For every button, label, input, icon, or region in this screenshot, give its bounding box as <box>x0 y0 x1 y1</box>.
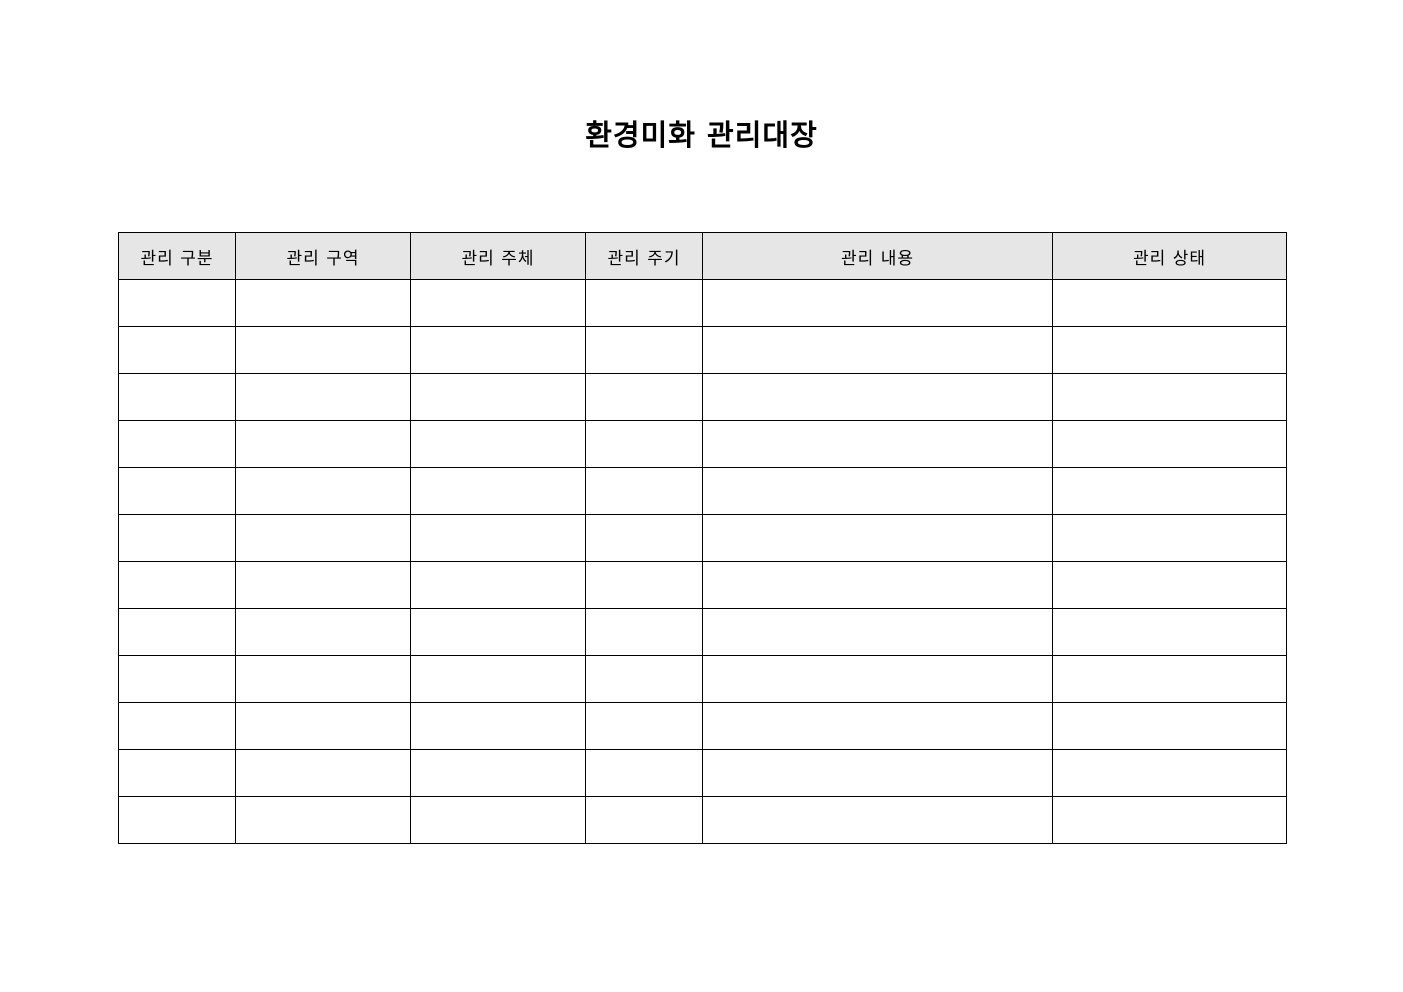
table-cell[interactable] <box>702 655 1053 703</box>
table-cell[interactable] <box>702 514 1053 562</box>
table-row <box>118 655 1287 703</box>
table-cell[interactable] <box>118 326 236 374</box>
table-cell[interactable] <box>118 373 236 421</box>
table-cell[interactable] <box>1052 326 1287 374</box>
document-title: 환경미화 관리대장 <box>585 118 818 152</box>
table-row <box>118 279 1287 327</box>
header-area: 관리 구역 <box>235 232 411 280</box>
table-cell[interactable] <box>410 514 586 562</box>
table-cell[interactable] <box>410 655 586 703</box>
table-cell[interactable] <box>702 373 1053 421</box>
table-cell[interactable] <box>410 467 586 515</box>
table-cell[interactable] <box>118 749 236 797</box>
table-cell[interactable] <box>410 326 586 374</box>
table-cell[interactable] <box>702 326 1053 374</box>
table-cell[interactable] <box>118 608 236 656</box>
table-row <box>118 467 1287 515</box>
header-status: 관리 상태 <box>1052 232 1287 280</box>
table-row <box>118 749 1287 797</box>
table-cell[interactable] <box>235 796 411 844</box>
table-cell[interactable] <box>118 279 236 327</box>
header-cycle: 관리 주기 <box>585 232 703 280</box>
table-row <box>118 514 1287 562</box>
table-cell[interactable] <box>235 279 411 327</box>
table-cell[interactable] <box>585 373 703 421</box>
table-cell[interactable] <box>702 608 1053 656</box>
table-cell[interactable] <box>235 467 411 515</box>
table-cell[interactable] <box>410 279 586 327</box>
table-cell[interactable] <box>235 749 411 797</box>
table-cell[interactable] <box>410 420 586 468</box>
table-row <box>118 608 1287 656</box>
table-cell[interactable] <box>1052 467 1287 515</box>
table-cell[interactable] <box>410 373 586 421</box>
table-cell[interactable] <box>235 514 411 562</box>
table-row <box>118 326 1287 374</box>
table-cell[interactable] <box>235 702 411 750</box>
table-cell[interactable] <box>235 373 411 421</box>
table-cell[interactable] <box>1052 702 1287 750</box>
table-cell[interactable] <box>585 702 703 750</box>
table-cell[interactable] <box>702 279 1053 327</box>
table-cell[interactable] <box>1052 561 1287 609</box>
table-cell[interactable] <box>585 420 703 468</box>
table-cell[interactable] <box>118 514 236 562</box>
table-cell[interactable] <box>118 420 236 468</box>
table-cell[interactable] <box>1052 655 1287 703</box>
table-cell[interactable] <box>118 702 236 750</box>
table-row <box>118 796 1287 844</box>
table-cell[interactable] <box>585 279 703 327</box>
table-row <box>118 702 1287 750</box>
table-cell[interactable] <box>585 467 703 515</box>
table-cell[interactable] <box>235 655 411 703</box>
table-cell[interactable] <box>585 749 703 797</box>
table-cell[interactable] <box>702 702 1053 750</box>
table-row <box>118 373 1287 421</box>
table-cell[interactable] <box>585 514 703 562</box>
table-cell[interactable] <box>410 749 586 797</box>
table-cell[interactable] <box>235 420 411 468</box>
table-cell[interactable] <box>702 561 1053 609</box>
table-cell[interactable] <box>118 561 236 609</box>
table-cell[interactable] <box>1052 279 1287 327</box>
table-cell[interactable] <box>1052 420 1287 468</box>
table-row <box>118 561 1287 609</box>
table-cell[interactable] <box>1052 373 1287 421</box>
table-cell[interactable] <box>235 326 411 374</box>
table-row <box>118 420 1287 468</box>
table-cell[interactable] <box>235 608 411 656</box>
header-row: 관리 구분 관리 구역 관리 주체 관리 주기 관리 내용 관리 상태 <box>118 232 1287 280</box>
table-cell[interactable] <box>410 608 586 656</box>
table-cell[interactable] <box>1052 514 1287 562</box>
table-cell[interactable] <box>1052 608 1287 656</box>
table-cell[interactable] <box>702 420 1053 468</box>
table-cell[interactable] <box>410 796 586 844</box>
management-ledger-table: 관리 구분 관리 구역 관리 주체 관리 주기 관리 내용 관리 상태 <box>118 232 1287 844</box>
table-cell[interactable] <box>585 608 703 656</box>
table-cell[interactable] <box>702 749 1053 797</box>
header-content: 관리 내용 <box>702 232 1053 280</box>
table-cell[interactable] <box>410 561 586 609</box>
table-cell[interactable] <box>118 655 236 703</box>
table-cell[interactable] <box>585 561 703 609</box>
table-cell[interactable] <box>410 702 586 750</box>
table-cell[interactable] <box>118 467 236 515</box>
table-cell[interactable] <box>702 467 1053 515</box>
table-cell[interactable] <box>585 796 703 844</box>
table-cell[interactable] <box>1052 796 1287 844</box>
header-category: 관리 구분 <box>118 232 236 280</box>
table-cell[interactable] <box>585 326 703 374</box>
table-cell[interactable] <box>1052 749 1287 797</box>
table-cell[interactable] <box>118 796 236 844</box>
header-manager: 관리 주체 <box>410 232 586 280</box>
table-cell[interactable] <box>585 655 703 703</box>
table-cell[interactable] <box>702 796 1053 844</box>
table-cell[interactable] <box>235 561 411 609</box>
